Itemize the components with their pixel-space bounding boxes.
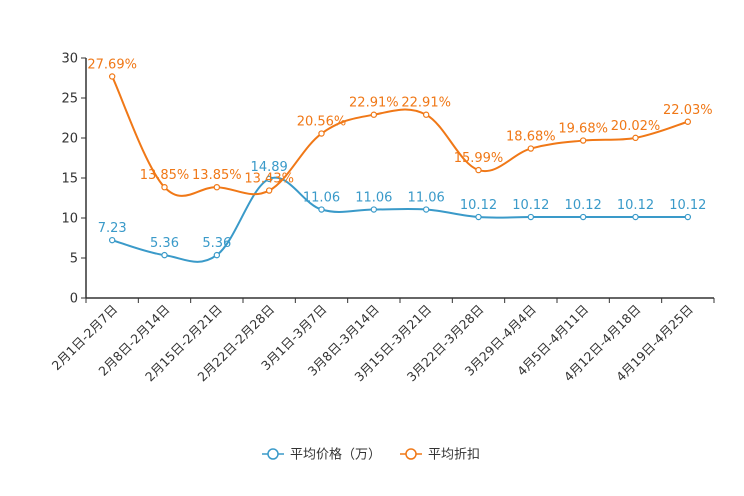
data-point[interactable]	[632, 213, 639, 221]
data-point[interactable]	[161, 183, 168, 191]
data-point[interactable]	[318, 206, 325, 213]
data-label: 18.68%	[506, 130, 556, 145]
data-point[interactable]	[475, 213, 482, 221]
data-point[interactable]	[318, 130, 325, 137]
data-point[interactable]	[265, 187, 273, 194]
data-point[interactable]	[161, 251, 168, 259]
data-label: 11.06	[408, 191, 445, 206]
y-tick-label: 5	[70, 252, 78, 267]
data-point[interactable]	[527, 145, 535, 152]
x-axis: 2月1日-2月7日2月8日-2月14日2月15日-2月21日2月22日-2月28…	[49, 297, 715, 384]
data-label: 14.89	[251, 160, 288, 175]
data-point[interactable]	[684, 213, 692, 221]
data-label: 22.91%	[401, 96, 451, 111]
data-label: 19.68%	[558, 122, 608, 137]
data-point[interactable]	[422, 206, 430, 213]
data-point[interactable]	[422, 111, 430, 118]
data-point[interactable]	[108, 73, 116, 80]
y-tick-label: 30	[61, 52, 78, 67]
data-label: 5.36	[202, 236, 231, 251]
data-point[interactable]	[213, 183, 221, 191]
data-label: 20.02%	[611, 119, 661, 134]
data-label: 27.69%	[87, 57, 137, 72]
legend-circle-marker	[267, 448, 279, 460]
data-point[interactable]	[265, 175, 273, 183]
y-tick-label: 25	[61, 92, 78, 107]
data-label: 10.12	[565, 198, 602, 213]
y-tick-label: 0	[70, 292, 78, 307]
data-point[interactable]	[527, 213, 535, 221]
data-point[interactable]	[579, 213, 587, 221]
data-point[interactable]	[475, 166, 482, 174]
data-point[interactable]	[370, 111, 378, 118]
data-point[interactable]	[632, 134, 639, 142]
data-label: 11.06	[303, 191, 340, 206]
data-point[interactable]	[579, 137, 587, 144]
data-point[interactable]	[370, 206, 378, 213]
data-label: 13.85%	[140, 168, 190, 183]
y-tick-label: 20	[61, 132, 78, 147]
series-layer	[108, 73, 692, 263]
data-label: 10.12	[617, 198, 654, 213]
data-point[interactable]	[213, 251, 221, 259]
data-label: 10.12	[512, 198, 549, 213]
data-point[interactable]	[108, 236, 116, 244]
data-label: 22.91%	[349, 96, 399, 111]
data-point[interactable]	[684, 118, 692, 125]
y-axis-ticks: 0 5 10 15 20 25 30	[61, 52, 87, 307]
data-label: 11.06	[355, 191, 392, 206]
series-line-0	[111, 176, 688, 263]
data-label: 13.43%	[244, 172, 294, 187]
data-label: 5.36	[150, 236, 179, 251]
data-label: 7.23	[98, 221, 127, 236]
y-tick-label: 15	[61, 172, 78, 187]
data-label: 13.85%	[192, 168, 242, 183]
data-label: 10.12	[669, 198, 706, 213]
legend-circle-marker	[405, 448, 417, 460]
data-label: 22.03%	[663, 103, 713, 118]
data-labels: 7.23 5.36 5.36 14.89 11.06 11.06 11.06 10.12 10.…	[87, 57, 712, 251]
legend-item[interactable]: 平均折扣	[400, 448, 480, 463]
legend-item[interactable]: 平均价格（万）	[262, 447, 381, 463]
legend-label: 平均价格（万）	[290, 447, 381, 463]
legend-label: 平均折扣	[428, 448, 480, 463]
data-label: 15.99%	[454, 151, 504, 166]
data-label: 10.12	[460, 198, 497, 213]
y-tick-label: 10	[61, 212, 78, 227]
legend[interactable]: 平均价格（万） 平均折扣	[262, 447, 480, 463]
data-label: 20.56%	[297, 115, 347, 130]
